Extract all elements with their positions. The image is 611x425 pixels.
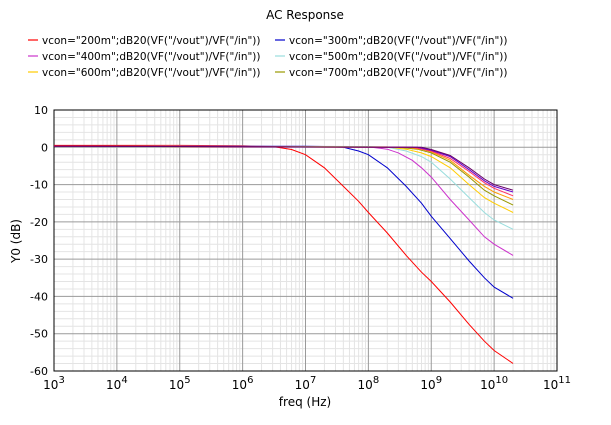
y-axis-ticks: 10 0 -10 -20 -30 -40 -50 -60 (30, 104, 48, 378)
legend-label: vcon="600m";dB20(VF("/vout")/VF("/in")) (42, 67, 261, 79)
x-tick-label: 104 (106, 375, 128, 392)
y-tick-label: 0 (41, 141, 48, 154)
x-tick-label: 103 (43, 375, 65, 392)
y-tick-label: -30 (30, 253, 48, 266)
legend-label: vcon="700m";dB20(VF("/vout")/VF("/in")) (289, 67, 508, 79)
legend-label: vcon="500m";dB20(VF("/vout")/VF("/in")) (289, 51, 508, 63)
y-tick-label: -60 (30, 365, 48, 378)
series-line-7 (53, 145, 514, 200)
x-tick-label: 105 (169, 375, 191, 392)
y-tick-label: -10 (30, 179, 48, 192)
plot-frame (53, 109, 558, 372)
y-tick-label: -50 (30, 328, 48, 341)
x-tick-label: 109 (420, 375, 442, 392)
x-tick-label: 106 (232, 375, 254, 392)
series-line-5 (53, 145, 514, 213)
series-layer (53, 144, 514, 364)
series-line-8 (53, 145, 514, 197)
major-grid (53, 109, 558, 372)
legend-label: vcon="400m";dB20(VF("/vout")/VF("/in")) (42, 51, 261, 63)
y-tick-label: 10 (34, 104, 48, 117)
series-line-1 (54, 144, 514, 364)
x-tick-label: 1011 (543, 375, 571, 392)
y-tick-label: -20 (30, 216, 48, 229)
y-axis-label: Y0 (dB) (9, 219, 23, 264)
legend-label: vcon="200m";dB20(VF("/vout")/VF("/in")) (42, 35, 261, 47)
legend-label: vcon="300m";dB20(VF("/vout")/VF("/in")) (289, 35, 508, 47)
x-tick-label: 1010 (480, 375, 508, 392)
legend: vcon="200m";dB20(VF("/vout")/VF("/in")) v… (28, 35, 508, 79)
series-line-4 (53, 145, 514, 230)
series-line-10 (53, 145, 514, 191)
x-tick-label: 108 (358, 375, 380, 392)
y-tick-label: -40 (30, 290, 48, 303)
x-axis-label: freq (Hz) (279, 395, 331, 409)
x-tick-label: 107 (295, 375, 317, 392)
series-line-9 (53, 145, 514, 193)
series-line-6 (53, 145, 514, 206)
x-axis-ticks: 103 104 105 106 107 108 109 1010 1011 (43, 375, 571, 392)
chart-title: AC Response (266, 8, 344, 22)
